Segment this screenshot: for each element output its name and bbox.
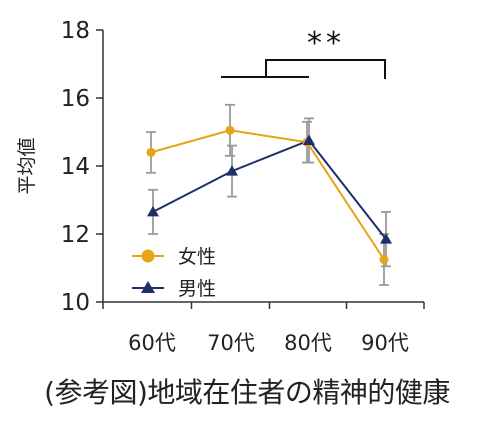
data-point [226,165,238,176]
significance-label: ** [307,26,345,61]
legend-label: 女性 [178,246,216,268]
y-axis-title: 平均値 [16,137,38,194]
data-point [380,233,392,244]
data-point [225,125,235,135]
x-tick-label: 60代 [128,331,176,355]
series-line [152,139,387,240]
y-tick-label: 12 [61,222,90,248]
data-point [146,147,156,157]
data-point [379,255,389,264]
figure-caption: (参考図)地域在住者の精神的健康 [44,376,450,409]
data-point [147,205,159,217]
axes: 10 12 14 16 18 60代 70代 80代 90代 平均値 [16,18,425,355]
series-line [150,129,385,261]
data-point [303,134,315,145]
x-tick-label: 90代 [361,331,409,355]
x-tick-label: 80代 [284,331,332,355]
legend-marker [141,249,155,263]
bracket-line [265,59,386,79]
significance-bracket: ** [221,26,386,79]
y-tick-label: 16 [61,86,90,112]
x-tick-label: 70代 [207,331,255,355]
series-lines [150,129,387,261]
y-tick-label: 10 [61,290,90,316]
y-tick-label: 18 [61,18,90,44]
y-tick-label: 14 [61,154,90,180]
legend-label: 男性 [178,278,216,300]
legend-marker [141,281,155,293]
series-markers [146,125,392,264]
